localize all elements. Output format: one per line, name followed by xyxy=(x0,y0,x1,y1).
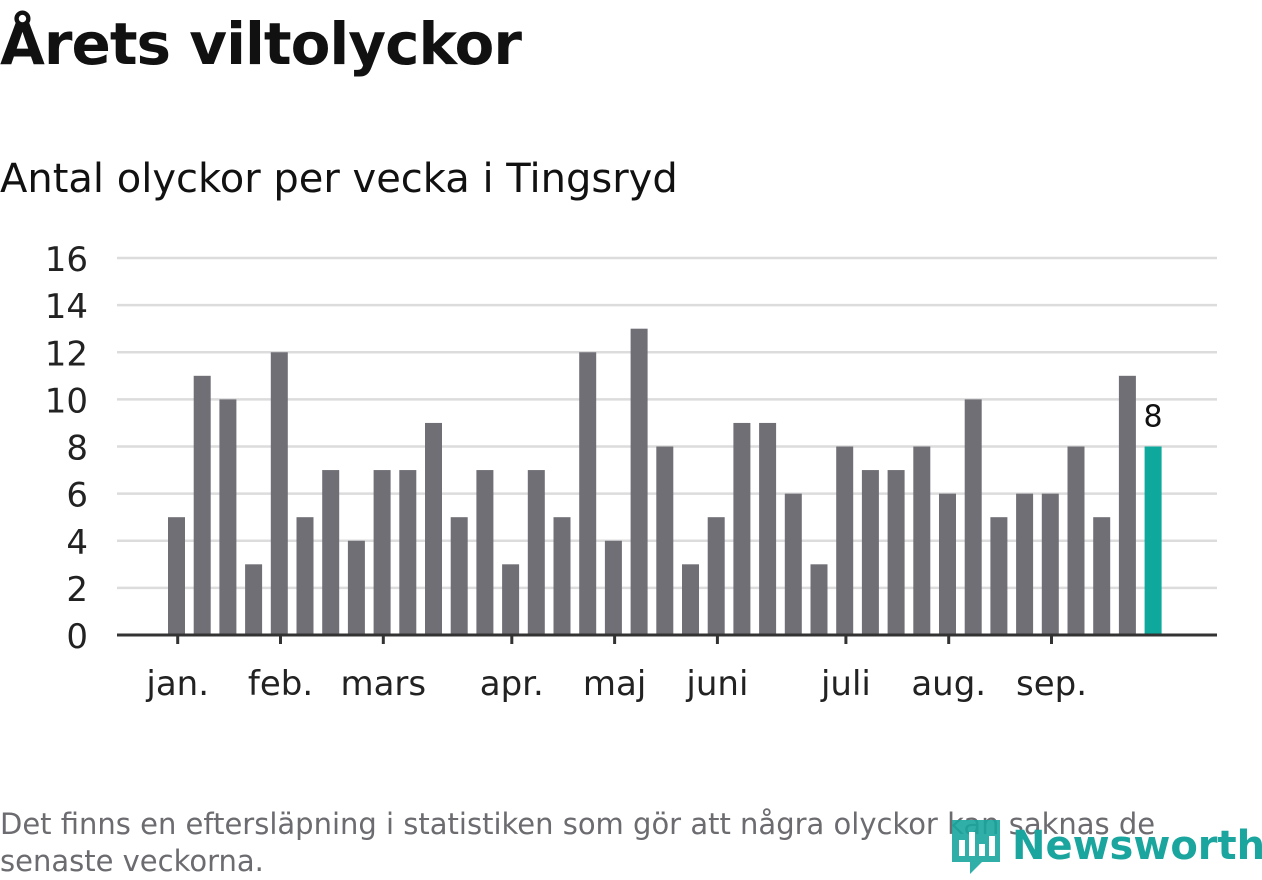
bar xyxy=(939,493,956,635)
bar xyxy=(168,517,185,635)
bar xyxy=(682,564,699,635)
bar xyxy=(553,517,571,635)
x-tick-label: maj xyxy=(583,664,646,704)
bar xyxy=(347,540,365,635)
bar xyxy=(296,517,314,635)
logo-text: Newsworthy xyxy=(1012,823,1262,869)
x-tick-label: apr. xyxy=(480,664,544,704)
y-tick-label: 0 xyxy=(66,617,88,657)
bar xyxy=(579,352,597,635)
bar xyxy=(373,470,391,635)
x-axis: jan. feb. mars apr. maj juni juli aug. sep. xyxy=(117,633,1217,704)
y-tick-label: 14 xyxy=(45,287,88,327)
y-tick-label: 4 xyxy=(66,523,88,563)
bar xyxy=(322,470,340,635)
bar xyxy=(1016,493,1034,635)
bar xyxy=(1067,446,1085,635)
newsworthy-logo: Newsworthy xyxy=(948,816,1262,876)
bar xyxy=(1118,375,1136,635)
bar xyxy=(450,517,468,635)
bar xyxy=(604,540,622,635)
bar xyxy=(964,399,982,635)
x-tick-label: feb. xyxy=(248,664,313,704)
bar xyxy=(913,446,931,635)
bar xyxy=(733,422,751,635)
bar xyxy=(1041,493,1059,635)
bar xyxy=(759,422,777,635)
y-tick-label: 6 xyxy=(66,476,88,516)
bar xyxy=(270,352,288,635)
y-tick-label: 12 xyxy=(45,334,88,374)
bar xyxy=(425,422,442,635)
bar xyxy=(1093,517,1111,635)
bar xyxy=(245,564,263,635)
y-tick-label: 16 xyxy=(45,240,88,280)
x-tick-label: mars xyxy=(340,664,426,704)
y-tick-label: 8 xyxy=(66,429,88,469)
chart-title: Årets viltolyckor xyxy=(0,10,522,78)
bar xyxy=(990,517,1008,635)
y-axis-ticks: 0 2 4 6 8 10 12 14 16 xyxy=(45,240,88,657)
y-tick-label: 10 xyxy=(45,381,88,421)
bar xyxy=(810,564,828,635)
data-labels: 8 xyxy=(1144,400,1163,435)
bar xyxy=(656,446,674,635)
bar xyxy=(861,470,879,635)
bar-highlight xyxy=(1144,446,1162,635)
chart-subtitle: Antal olyckor per vecka i Tingsryd xyxy=(0,156,678,202)
bar xyxy=(527,470,545,635)
bar xyxy=(502,564,520,635)
highlight-data-label: 8 xyxy=(1144,400,1163,435)
y-tick-label: 2 xyxy=(66,570,88,610)
bar xyxy=(836,446,854,635)
bar-chart: 0 2 4 6 8 10 12 14 16 jan. feb. mars apr. maj juni jul… xyxy=(45,240,1217,704)
bar xyxy=(399,470,417,635)
x-tick-label: sep. xyxy=(1016,664,1087,704)
bar xyxy=(707,517,725,635)
x-tick-label: aug. xyxy=(911,664,986,704)
x-tick-label: jan. xyxy=(145,664,209,704)
bar xyxy=(630,328,648,635)
bar xyxy=(476,470,494,635)
bar xyxy=(887,470,905,635)
bar xyxy=(219,399,237,635)
bar-chart-logo-icon xyxy=(952,820,1000,874)
bar xyxy=(193,375,211,635)
x-tick-label: juni xyxy=(685,664,748,704)
x-tick-label: juli xyxy=(820,664,871,704)
bar xyxy=(784,493,802,635)
bars xyxy=(168,328,1162,635)
